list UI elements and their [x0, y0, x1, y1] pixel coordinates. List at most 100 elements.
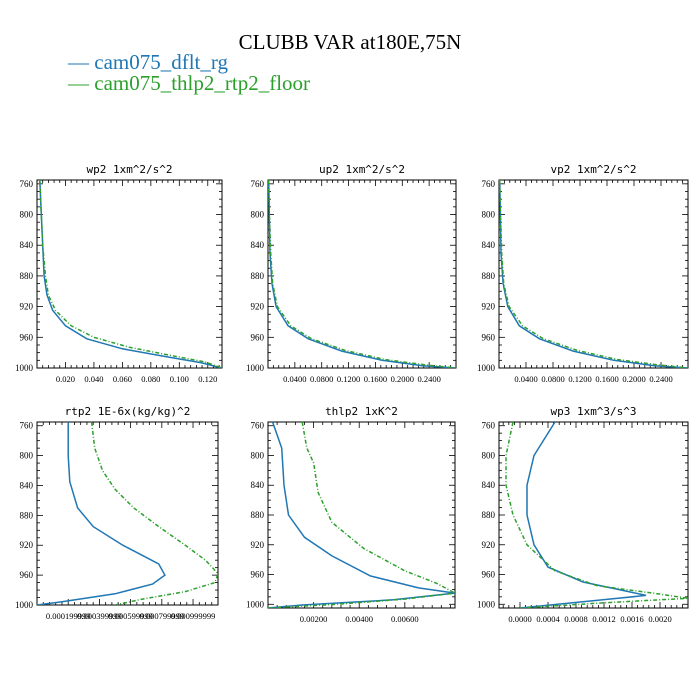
- series-line-thlp2-rtp2-floor: [39, 180, 222, 368]
- panel-title: rtp2 1E-6x(kg/kg)^2: [65, 405, 191, 418]
- panel-title: wp2 1xm^2/s^2: [86, 163, 172, 176]
- x-tick-label: 0.0012: [592, 614, 615, 624]
- legend-item-thlp2-rtp2-floor: — cam075_thlp2_rtp2_floor: [68, 71, 310, 96]
- panel-1: wp2 1xm^2/s^2 760 800 840 880 920 960 1000 0.020…: [15, 163, 223, 384]
- y-tick-label: 880: [251, 510, 265, 520]
- x-tick-label: 0.0400: [514, 374, 537, 384]
- series-line-thlp2-rtp2-floor: [505, 422, 688, 608]
- legend-marker-thlp2-rtp2-floor: —: [68, 71, 95, 95]
- y-tick-label: 840: [251, 480, 265, 490]
- x-tick-label: 0.120: [198, 374, 217, 384]
- y-tick-label: 840: [482, 480, 496, 490]
- panel-frame: [36, 179, 223, 369]
- y-tick-label: 760: [20, 179, 34, 189]
- x-tick-label: 0.0000: [508, 614, 531, 624]
- y-tick-label: 880: [251, 271, 265, 281]
- x-tick-label: 0.2400: [417, 374, 440, 384]
- panel-5: thlp2 1xK^2 760 800 840 880 920 960 1000 0.00200…: [246, 405, 456, 624]
- series-line-thlp2-rtp2-floor: [499, 180, 688, 368]
- x-tick-label: 0.080: [141, 374, 160, 384]
- x-tick-label: 0.1200: [568, 374, 591, 384]
- x-tick-label: 0.040: [84, 374, 103, 384]
- legend-item-dflt-rg: — cam075_dflt_rg: [68, 50, 228, 75]
- x-tick-label: 0.0800: [541, 374, 564, 384]
- x-tick-label: 0.1200: [337, 374, 360, 384]
- y-tick-label: 960: [20, 332, 34, 342]
- y-tick-label: 800: [482, 210, 496, 220]
- panel-title: thlp2 1xK^2: [325, 405, 398, 418]
- y-tick-label: 1000: [246, 363, 265, 373]
- y-tick-label: 920: [20, 540, 34, 550]
- y-tick-label: 1000: [15, 363, 34, 373]
- series-line-thlp2-rtp2-floor: [268, 422, 455, 608]
- y-tick-label: 1000: [477, 363, 496, 373]
- x-tick-label: 0.0400: [283, 374, 306, 384]
- y-tick-label: 1000: [246, 599, 265, 609]
- y-tick-label: 920: [20, 302, 34, 312]
- legend-marker-dflt-rg: —: [68, 50, 95, 74]
- y-tick-label: 960: [482, 570, 496, 580]
- x-tick-label: 0.00200: [300, 614, 328, 624]
- x-tick-label: 0.00600: [391, 614, 419, 624]
- x-tick-label: 0.2000: [391, 374, 414, 384]
- x-tick-label: 0.1600: [364, 374, 387, 384]
- figure-title: CLUBB VAR at180E,75N: [238, 30, 462, 54]
- y-tick-label: 760: [20, 421, 34, 431]
- panel-frame: [498, 179, 689, 369]
- panel-3: vp2 1xm^2/s^2 760 800 840 880 920 960 1000 0.040…: [477, 163, 689, 384]
- panel-title: wp3 1xm^3/s^3: [550, 405, 636, 418]
- y-tick-label: 920: [482, 302, 496, 312]
- series-line-dflt-rg: [37, 422, 166, 605]
- y-tick-label: 760: [251, 179, 265, 189]
- x-tick-label: 0.000599999: [108, 611, 153, 621]
- y-tick-label: 880: [482, 271, 496, 281]
- y-tick-label: 800: [251, 210, 265, 220]
- y-tick-label: 840: [482, 240, 496, 250]
- y-tick-label: 760: [482, 421, 496, 431]
- x-tick-label: 0.0020: [648, 614, 671, 624]
- y-tick-label: 960: [251, 570, 265, 580]
- x-tick-label: 0.000399999: [77, 611, 122, 621]
- x-tick-label: 0.000199999: [46, 611, 91, 621]
- x-tick-label: 0.000999999: [171, 611, 216, 621]
- y-tick-label: 840: [20, 240, 34, 250]
- panel-4: rtp2 1E-6x(kg/kg)^2 760 800 840 880 920 960 100…: [15, 405, 219, 621]
- x-tick-label: 0.000799999: [140, 611, 185, 621]
- y-tick-label: 1000: [15, 600, 34, 610]
- series-line-dflt-rg: [519, 422, 647, 608]
- series-line-dflt-rg: [499, 180, 688, 368]
- panel-title: up2 1xm^2/s^2: [319, 163, 405, 176]
- panel-frame: [267, 179, 457, 369]
- y-tick-label: 920: [251, 302, 265, 312]
- x-tick-label: 0.0016: [620, 614, 643, 624]
- x-tick-label: 0.100: [170, 374, 189, 384]
- x-tick-label: 0.0800: [310, 374, 333, 384]
- series-line-dflt-rg: [268, 180, 456, 368]
- y-tick-label: 840: [251, 240, 265, 250]
- x-tick-label: 0.1600: [595, 374, 618, 384]
- y-tick-label: 880: [482, 510, 496, 520]
- y-tick-label: 1000: [477, 599, 496, 609]
- y-tick-label: 760: [482, 179, 496, 189]
- series-line-dflt-rg: [39, 180, 222, 368]
- x-tick-label: 0.2400: [649, 374, 672, 384]
- y-tick-label: 960: [251, 332, 265, 342]
- series-line-thlp2-rtp2-floor: [90, 422, 218, 605]
- y-tick-label: 960: [482, 332, 496, 342]
- y-tick-label: 800: [251, 450, 265, 460]
- y-tick-label: 840: [20, 480, 34, 490]
- panel-frame: [36, 421, 219, 606]
- x-tick-label: 0.0004: [536, 614, 560, 624]
- x-tick-label: 0.020: [56, 374, 75, 384]
- x-tick-label: 0.0008: [564, 614, 587, 624]
- legend-label-dflt-rg: cam075_dflt_rg: [94, 50, 229, 74]
- legend-label-thlp2-rtp2-floor: cam075_thlp2_rtp2_floor: [94, 71, 311, 95]
- y-tick-label: 880: [20, 271, 34, 281]
- y-tick-label: 880: [20, 510, 34, 520]
- y-tick-label: 800: [20, 210, 34, 220]
- y-tick-label: 800: [20, 451, 34, 461]
- x-tick-label: 0.00400: [345, 614, 373, 624]
- y-tick-label: 760: [251, 421, 265, 431]
- panel-6: wp3 1xm^3/s^3 760 800 840 880 920 960 1000 0.000…: [477, 405, 689, 624]
